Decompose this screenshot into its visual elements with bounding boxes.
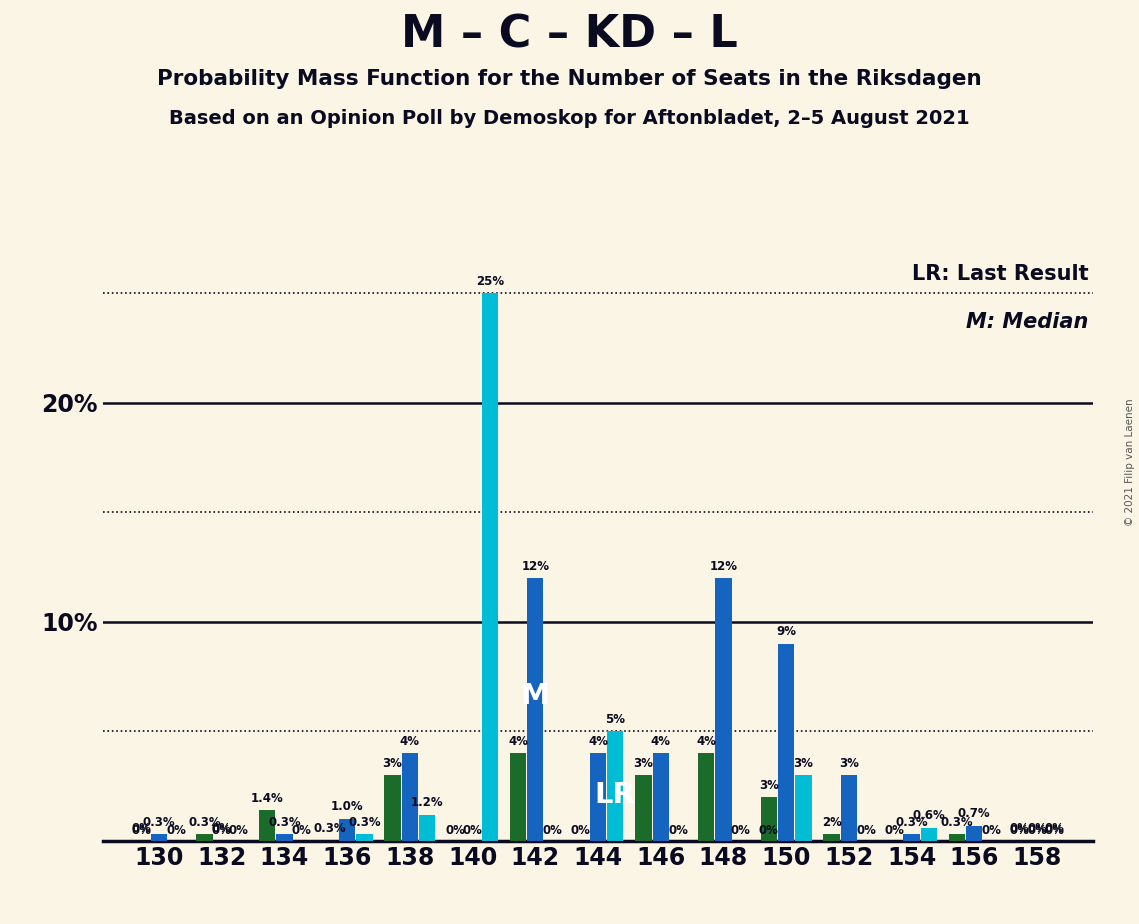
Text: Based on an Opinion Poll by Demoskop for Aftonbladet, 2–5 August 2021: Based on an Opinion Poll by Demoskop for… bbox=[170, 109, 969, 128]
Bar bbox=[715, 578, 731, 841]
Text: 2%: 2% bbox=[821, 816, 842, 829]
Text: 4%: 4% bbox=[696, 735, 716, 748]
Text: 0%: 0% bbox=[1027, 824, 1047, 837]
Text: 0.7%: 0.7% bbox=[958, 807, 991, 820]
Text: 0%: 0% bbox=[132, 824, 151, 837]
Text: 0%: 0% bbox=[212, 822, 231, 835]
Bar bbox=[196, 834, 213, 841]
Text: 4%: 4% bbox=[400, 735, 420, 748]
Text: 0%: 0% bbox=[884, 824, 904, 837]
Bar bbox=[903, 834, 919, 841]
Text: 0%: 0% bbox=[1044, 824, 1064, 837]
Text: 1.2%: 1.2% bbox=[411, 796, 443, 809]
Bar bbox=[357, 834, 372, 841]
Bar bbox=[150, 834, 167, 841]
Text: 0.3%: 0.3% bbox=[349, 816, 380, 829]
Text: 0.3%: 0.3% bbox=[895, 816, 928, 829]
Text: 9%: 9% bbox=[776, 626, 796, 638]
Bar bbox=[339, 819, 355, 841]
Text: 0%: 0% bbox=[759, 824, 779, 837]
Text: 0%: 0% bbox=[1027, 822, 1047, 835]
Text: 0.3%: 0.3% bbox=[188, 816, 221, 829]
Text: 3%: 3% bbox=[794, 757, 813, 770]
Bar bbox=[277, 834, 293, 841]
Text: 1.0%: 1.0% bbox=[330, 800, 363, 813]
Bar bbox=[795, 775, 811, 841]
Bar bbox=[636, 775, 652, 841]
Bar bbox=[402, 753, 418, 841]
Text: 3%: 3% bbox=[383, 757, 402, 770]
Text: M – C – KD – L: M – C – KD – L bbox=[401, 14, 738, 57]
Text: 4%: 4% bbox=[588, 735, 608, 748]
Text: 0.3%: 0.3% bbox=[313, 822, 346, 835]
Bar bbox=[823, 834, 839, 841]
Text: M: Median: M: Median bbox=[966, 311, 1089, 332]
Text: 0%: 0% bbox=[857, 824, 876, 837]
Text: 0%: 0% bbox=[1010, 824, 1030, 837]
Text: 5%: 5% bbox=[605, 712, 625, 726]
Text: 0%: 0% bbox=[292, 824, 312, 837]
Text: 0%: 0% bbox=[731, 824, 751, 837]
Bar bbox=[510, 753, 526, 841]
Text: 0%: 0% bbox=[132, 822, 151, 835]
Text: 4%: 4% bbox=[650, 735, 671, 748]
Text: 0.3%: 0.3% bbox=[142, 816, 175, 829]
Bar bbox=[419, 815, 435, 841]
Text: © 2021 Filip van Laenen: © 2021 Filip van Laenen bbox=[1125, 398, 1134, 526]
Text: 3%: 3% bbox=[633, 757, 654, 770]
Text: 12%: 12% bbox=[710, 560, 737, 573]
Bar bbox=[920, 828, 937, 841]
Bar bbox=[761, 797, 777, 841]
Bar bbox=[482, 293, 498, 841]
Text: 0%: 0% bbox=[462, 824, 483, 837]
Text: 3%: 3% bbox=[839, 757, 859, 770]
Text: 0.6%: 0.6% bbox=[912, 809, 945, 822]
Text: 12%: 12% bbox=[522, 560, 549, 573]
Text: 0%: 0% bbox=[229, 824, 248, 837]
Text: 0%: 0% bbox=[542, 824, 563, 837]
Text: 25%: 25% bbox=[476, 274, 503, 287]
Bar bbox=[259, 810, 276, 841]
Bar bbox=[841, 775, 857, 841]
Text: 0%: 0% bbox=[445, 824, 465, 837]
Bar bbox=[607, 731, 623, 841]
Text: 0%: 0% bbox=[166, 824, 186, 837]
Text: 0%: 0% bbox=[982, 824, 1001, 837]
Bar bbox=[698, 753, 714, 841]
Text: 4%: 4% bbox=[508, 735, 528, 748]
Bar bbox=[949, 834, 965, 841]
Text: 0%: 0% bbox=[667, 824, 688, 837]
Bar bbox=[653, 753, 669, 841]
Text: 0%: 0% bbox=[212, 824, 231, 837]
Text: 3%: 3% bbox=[759, 779, 779, 792]
Bar bbox=[966, 825, 983, 841]
Text: M: M bbox=[521, 682, 550, 711]
Bar bbox=[590, 753, 606, 841]
Text: 0.3%: 0.3% bbox=[268, 816, 301, 829]
Text: 0%: 0% bbox=[571, 824, 591, 837]
Text: 0.3%: 0.3% bbox=[941, 816, 974, 829]
Bar bbox=[385, 775, 401, 841]
Text: 0%: 0% bbox=[1010, 822, 1030, 835]
Text: 0%: 0% bbox=[1044, 822, 1064, 835]
Text: Probability Mass Function for the Number of Seats in the Riksdagen: Probability Mass Function for the Number… bbox=[157, 69, 982, 90]
Bar bbox=[778, 644, 794, 841]
Text: LR: LR bbox=[595, 781, 636, 808]
Text: 1.4%: 1.4% bbox=[251, 792, 284, 805]
Bar bbox=[527, 578, 543, 841]
Text: LR: Last Result: LR: Last Result bbox=[912, 264, 1089, 285]
